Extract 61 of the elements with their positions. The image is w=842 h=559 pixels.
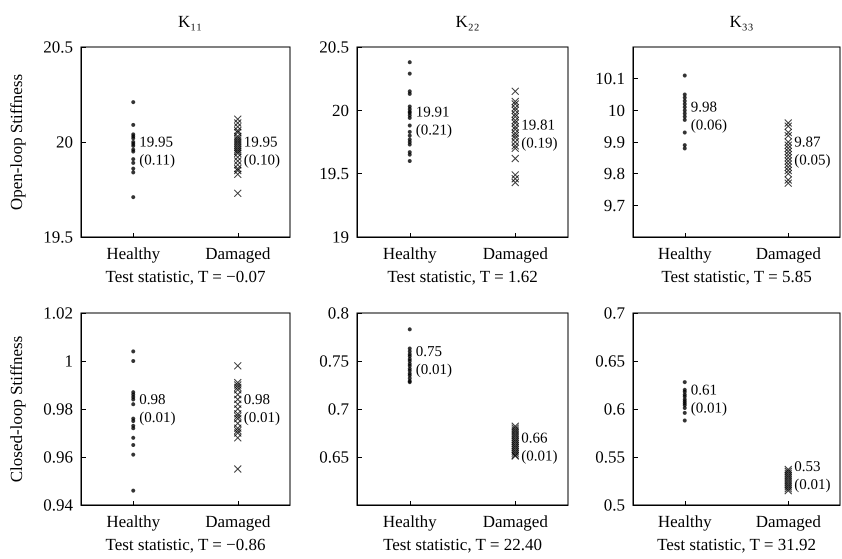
x-tick-label: Damaged	[756, 512, 822, 531]
annotation: 0.61 (0.01)	[690, 382, 727, 416]
y-tick-label: 0.7	[604, 304, 626, 322]
y-tick-label: 0.7	[328, 400, 350, 418]
annotation: 19.95 (0.11)	[139, 134, 175, 168]
y-tick-label: 20.5	[319, 38, 349, 56]
x-axis-title: Test statistic, T = −0.07	[106, 267, 266, 286]
y-tick-label: 9.7	[604, 196, 626, 215]
x-tick-label: Damaged	[205, 512, 271, 531]
y-tick-label: 0.65	[595, 352, 625, 370]
y-tick-label: 10	[608, 100, 625, 120]
y-tick-label: 19	[332, 228, 349, 246]
x-axis-title: Test statistic, T = 22.40	[383, 535, 542, 554]
y-tick-label: 9.9	[604, 132, 625, 152]
x-tick-label: Healthy	[106, 512, 161, 531]
x-tick-label: Damaged	[205, 244, 271, 263]
annotation: 19.95 (0.10)	[244, 134, 280, 168]
x-axis-title: Test statistic, T = 31.92	[657, 535, 816, 554]
x-tick-label: Damaged	[482, 512, 548, 531]
y-axis-title: Closed-loop Stiffness	[7, 336, 26, 482]
chart-title: K₂₂	[455, 12, 480, 31]
y-tick-label: 0.5	[604, 496, 625, 514]
annotation: 0.75 (0.01)	[416, 344, 452, 378]
annotation: 9.98 (0.06)	[690, 100, 727, 134]
chart-title: K₁₁	[178, 12, 202, 31]
x-tick-label: Healthy	[658, 244, 712, 263]
x-axis-title: Test statistic, T = 1.62	[387, 267, 538, 286]
x-tick-label: Healthy	[658, 512, 712, 531]
y-tick-label: 1	[64, 352, 73, 370]
annotation: 0.98 (0.01)	[244, 392, 280, 426]
y-tick-label: 10.1	[595, 69, 625, 88]
y-tick-label: 1.02	[43, 304, 73, 322]
y-tick-label: 0.75	[319, 352, 349, 370]
annotation: 9.87 (0.05)	[794, 134, 830, 168]
y-tick-label: 19.5	[43, 228, 73, 246]
x-tick-label: Damaged	[482, 244, 548, 263]
y-axis-title: Open-loop Stiffness	[7, 74, 26, 210]
annotation: 0.66 (0.01)	[521, 430, 558, 464]
x-tick-label: Healthy	[382, 512, 438, 531]
x-tick-label: Damaged	[756, 244, 822, 263]
y-tick-label: 0.96	[43, 448, 73, 466]
chart-title: K₃₃	[729, 12, 754, 31]
y-tick-label: 9.8	[604, 164, 625, 184]
y-tick-label: 0.65	[319, 448, 349, 466]
y-tick-label: 20	[56, 132, 73, 152]
y-tick-label: 0.8	[328, 304, 349, 322]
x-axis-title: Test statistic, T = 5.85	[661, 267, 812, 286]
annotation: 19.91 (0.21)	[416, 104, 452, 139]
x-tick-label: Healthy	[382, 244, 438, 263]
annotation: 0.53 (0.01)	[794, 459, 830, 494]
x-axis-title: Test statistic, T = −0.86	[106, 535, 266, 554]
y-tick-label: 0.98	[43, 400, 73, 418]
y-tick-label: 0.94	[43, 496, 74, 514]
y-tick-label: 0.55	[595, 448, 625, 466]
y-tick-label: 0.6	[604, 400, 625, 418]
y-tick-label: 20.5	[43, 38, 73, 56]
annotation: 19.81 (0.19)	[521, 117, 558, 152]
x-tick-label: Healthy	[106, 244, 161, 263]
annotation: 0.98 (0.01)	[139, 392, 176, 426]
y-tick-label: 19.5	[319, 164, 349, 184]
y-tick-label: 20	[332, 100, 349, 120]
